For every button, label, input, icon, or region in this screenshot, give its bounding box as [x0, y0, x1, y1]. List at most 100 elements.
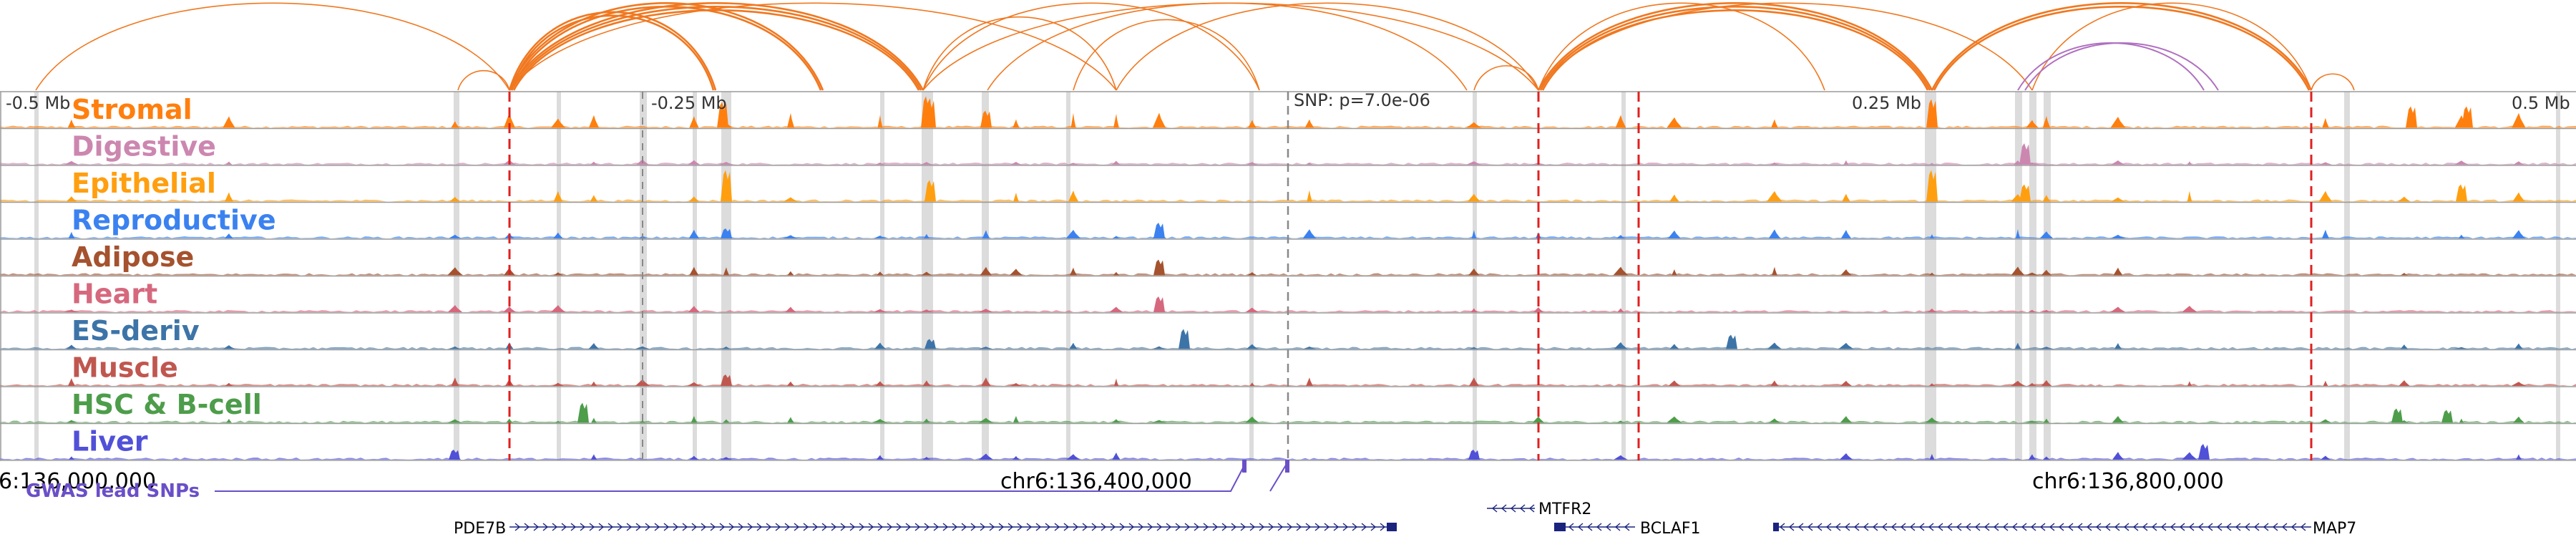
signal-peak — [1113, 271, 1120, 276]
strand-chevron — [1361, 523, 1367, 531]
signal-peak — [635, 346, 650, 349]
signal-peak-major — [1179, 329, 1190, 349]
loop-arc — [2031, 2, 2312, 91]
strand-chevron — [1314, 523, 1321, 531]
signal-peak — [2323, 380, 2328, 386]
signal-peak — [1840, 416, 1853, 423]
signal-peak — [691, 415, 698, 423]
signal-peak — [451, 377, 459, 386]
signal-peak — [2182, 306, 2197, 312]
signal-peak — [1304, 119, 1314, 128]
signal-peak — [1616, 420, 1626, 423]
signal-peak — [922, 380, 931, 386]
signal-peak — [2320, 455, 2331, 460]
gwas-snp-marker — [1242, 460, 1246, 473]
strand-chevron — [598, 523, 605, 531]
strand-chevron — [914, 523, 921, 531]
signal-peak — [2041, 269, 2052, 276]
signal-peak — [448, 234, 462, 238]
strand-chevron — [1008, 523, 1014, 531]
strand-chevron — [859, 523, 865, 531]
signal-peak — [2513, 416, 2524, 423]
track-label-6: Heart — [72, 279, 157, 310]
signal-peak-major — [2406, 106, 2417, 128]
strand-chevron — [2123, 523, 2129, 531]
signal-peak — [1617, 308, 1624, 312]
signal-peak — [1466, 122, 1482, 128]
signal-peak — [639, 420, 646, 423]
signal-peak — [1113, 236, 1120, 238]
loop-arc — [1933, 6, 2311, 91]
strand-chevron — [1156, 523, 1163, 531]
signal-peak — [2110, 234, 2126, 238]
strand-chevron — [1853, 523, 1860, 531]
strand-chevron — [1184, 523, 1191, 531]
track-label-10: Liver — [72, 426, 148, 458]
signal-peak — [1614, 342, 1628, 349]
signal-peak — [876, 455, 884, 460]
signal-peak — [689, 266, 699, 276]
signal-peak-major — [721, 228, 732, 238]
strand-chevron — [952, 523, 958, 531]
signal-peak-major — [1926, 170, 1938, 202]
loop-arc — [1473, 65, 1539, 91]
strand-chevron — [2086, 523, 2092, 531]
signal-peak — [226, 418, 232, 423]
signal-peak — [922, 457, 931, 460]
signal-peak — [874, 342, 887, 349]
strand-chevron — [1890, 523, 1897, 531]
signal-peak — [921, 271, 932, 276]
signal-peak — [876, 271, 884, 276]
signal-peak — [1306, 162, 1313, 165]
strand-chevron — [1240, 523, 1246, 531]
signal-peak — [1533, 306, 1543, 312]
strand-chevron — [1212, 523, 1219, 531]
signal-peak — [2026, 120, 2039, 128]
signal-peak — [2515, 454, 2522, 460]
signal-peak — [873, 236, 887, 238]
strand-chevron — [673, 523, 679, 531]
signal-peak — [503, 112, 516, 128]
signal-peak — [1471, 230, 1477, 238]
strand-chevron — [1825, 523, 1832, 531]
signal-peak — [2399, 379, 2410, 386]
strand-chevron — [1956, 523, 1962, 531]
loop-arc — [509, 2, 1117, 91]
strand-chevron — [738, 523, 744, 531]
track-label-3: Epithelial — [72, 168, 216, 199]
strand-chevron — [2207, 523, 2213, 531]
signal-peak — [783, 235, 799, 238]
strand-chevron — [961, 523, 967, 531]
signal-peak — [1302, 229, 1317, 238]
loop-arc — [35, 2, 510, 91]
signal-peak-major — [721, 170, 732, 202]
signal-peak-major — [924, 180, 936, 202]
signal-peak — [2318, 190, 2333, 202]
signal-peak — [875, 162, 885, 165]
signal-peak — [2025, 272, 2039, 276]
signal-peak — [552, 382, 564, 386]
signal-tracks — [0, 91, 2576, 461]
signal-peak — [2043, 418, 2050, 423]
strand-chevron — [608, 523, 614, 531]
gene-exon — [1773, 523, 1779, 531]
strand-chevron — [691, 523, 698, 531]
strand-chevron — [1946, 523, 1953, 531]
track-label-1: Stromal — [72, 94, 192, 125]
strand-chevron — [1918, 523, 1925, 531]
signal-peak — [2400, 273, 2409, 276]
strand-chevron — [2235, 523, 2241, 531]
signal-peak — [923, 233, 930, 238]
gwas-label: GWAS lead SNPs — [26, 480, 200, 502]
strand-chevron — [2049, 523, 2055, 531]
strand-chevron — [2216, 523, 2223, 531]
signal-peak — [688, 160, 701, 165]
loop-arc — [987, 2, 1468, 91]
signal-peak — [1112, 453, 1121, 460]
strand-chevron — [682, 523, 688, 531]
signal-peak — [1768, 418, 1781, 423]
signal-peak-major — [2198, 444, 2210, 460]
signal-peak — [1249, 382, 1255, 386]
signal-peak — [67, 119, 76, 128]
signal-peak-major — [1468, 450, 1480, 460]
